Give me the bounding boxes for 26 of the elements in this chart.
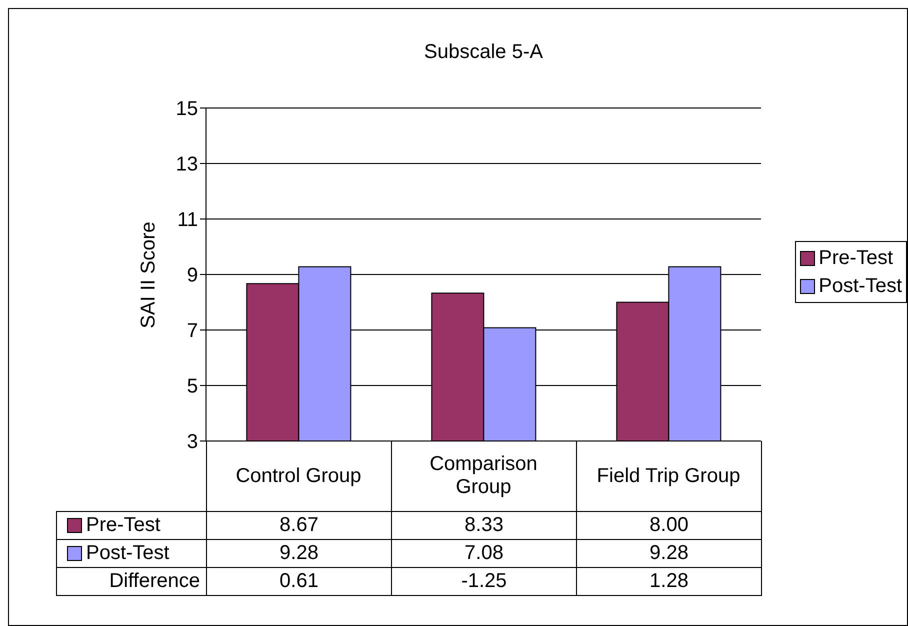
y-tick-label: 13: [176, 154, 198, 176]
text: Difference: [57, 570, 206, 593]
data-label: 8.00: [576, 511, 762, 540]
data-label: 8.33: [391, 511, 577, 540]
y-tick-label: 5: [186, 376, 198, 398]
y-tick-label: 7: [186, 320, 198, 342]
y-axis-title: SAI II Score: [138, 221, 160, 328]
chart-title: Subscale 5-A: [423, 41, 544, 64]
data-label: 8.67: [206, 511, 392, 540]
x-tick-label: Comparison Group: [428, 452, 538, 500]
legend-label: Post-Test: [818, 274, 902, 298]
x-tick-label: Control Group: [206, 441, 391, 511]
data-label: 9.28: [206, 539, 392, 568]
text: -1.25: [391, 567, 577, 596]
y-tick-label: 3: [186, 431, 198, 454]
text: Pre-Test: [818, 246, 894, 268]
data-label: 7.08: [391, 539, 577, 568]
text: Post-Test: [86, 542, 170, 564]
x-tick-label: Field Trip Group: [576, 441, 761, 511]
data-label: 9.28: [576, 539, 762, 568]
text: 1.28: [576, 567, 762, 596]
y-tick-label: 9: [186, 264, 198, 287]
y-tick-label: 11: [177, 209, 198, 232]
text: 0.61: [206, 567, 392, 596]
legend-label: Pre-Test: [86, 514, 160, 537]
y-tick-label: 15: [176, 98, 198, 120]
